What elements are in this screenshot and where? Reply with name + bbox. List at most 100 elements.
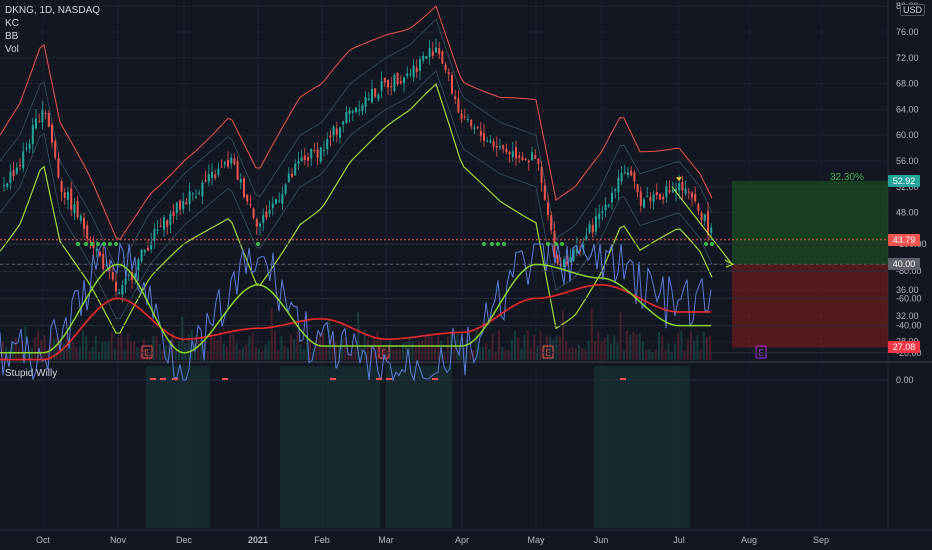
candle-body [124, 278, 127, 285]
volume-bar [677, 332, 680, 360]
price-tick-4: 64.00 [896, 104, 919, 114]
volume-bar [130, 341, 132, 360]
candle-body [294, 163, 297, 176]
candle-body [265, 211, 268, 218]
time-tick-1: Nov [110, 535, 127, 545]
indicator-vol-label[interactable]: Vol [5, 44, 19, 55]
volume-bar [267, 341, 270, 360]
candle-body [636, 184, 639, 193]
volume-bar [139, 348, 142, 360]
candle-body [668, 189, 671, 192]
volume-bar [654, 349, 657, 360]
candle-body [585, 235, 588, 239]
candle-body [422, 55, 425, 61]
stupid-willy-pane [0, 242, 888, 528]
volume-bar [197, 339, 200, 360]
indicator-bb-label[interactable]: BB [5, 31, 19, 42]
candle-body [9, 171, 12, 183]
candle-body [63, 192, 66, 198]
willy-overbought-tick [386, 378, 392, 380]
candle-body [140, 249, 143, 262]
volume-bar [82, 330, 84, 360]
willy-oversold-dot [560, 242, 564, 246]
volume-bar [27, 349, 30, 360]
candle-body [31, 124, 34, 145]
last-price-badge: 43.79 [888, 234, 920, 246]
candle-body [479, 130, 482, 136]
volume-bar [699, 349, 702, 360]
candle-body [185, 202, 188, 205]
volume-bar [562, 309, 564, 360]
candle-body [511, 151, 514, 158]
candle-body [214, 174, 217, 178]
volume-bar [430, 335, 433, 360]
volume-bar [306, 335, 308, 360]
volume-bar [216, 340, 219, 360]
candle-body [217, 168, 220, 175]
candle-body [278, 200, 281, 202]
volume-bar [142, 338, 145, 360]
candle-body [556, 255, 559, 264]
volume-bar [2, 341, 4, 360]
stop-price-badge: 27.08 [888, 341, 920, 353]
time-tick-5: Mar [378, 535, 394, 545]
volume-bar [184, 342, 187, 360]
volume-bar [277, 350, 280, 360]
candle-body [28, 143, 31, 149]
candle-body [377, 94, 380, 100]
candle-body [582, 242, 585, 250]
candle-body [236, 161, 239, 180]
sub-pane-title[interactable]: Stupid Willy [5, 368, 58, 379]
candle-body [198, 192, 201, 194]
candle-body [57, 158, 60, 178]
currency-button[interactable]: USD [900, 4, 926, 16]
volume-bar [50, 332, 52, 360]
candle-body [623, 172, 626, 174]
candle-body [195, 196, 197, 198]
candle-body [166, 220, 169, 227]
candle-body [470, 119, 473, 127]
volume-bar [501, 347, 504, 360]
candle-body [601, 211, 604, 214]
trend-arrow-line [671, 186, 733, 265]
volume-bar [75, 346, 78, 360]
volume-bar [117, 337, 120, 360]
willy-overbought-tick [330, 378, 336, 380]
candle-body [575, 246, 578, 254]
candle-body [467, 118, 469, 120]
candle-body [246, 194, 249, 202]
time-tick-6: Apr [455, 535, 469, 545]
time-tick-7: May [527, 535, 545, 545]
candle-body [230, 157, 233, 164]
bb-lower-line [0, 82, 713, 334]
earnings-marker [542, 345, 554, 359]
volume-bar [56, 337, 59, 360]
candle-body [54, 141, 57, 158]
symbol-title[interactable]: DKNG, 1D, NASDAQ [5, 5, 101, 16]
time-tick-9: Jul [673, 535, 685, 545]
volume-bar [597, 331, 600, 360]
volume-bar [590, 308, 593, 360]
willy-slow-line [0, 284, 711, 361]
willy-oversold-dot [496, 242, 500, 246]
volume-bar [395, 348, 398, 360]
volume-bar [88, 351, 91, 360]
volume-bar [146, 349, 148, 360]
volume-bar [152, 335, 155, 360]
candle-body [441, 51, 444, 64]
price-tick-5: 60.00 [896, 130, 919, 140]
candle-body [639, 191, 642, 206]
volume-bar [530, 348, 532, 360]
volume-bar [274, 331, 276, 360]
candle-body [374, 88, 377, 97]
time-tick-2: Dec [176, 535, 193, 545]
indicator-kc-label[interactable]: KC [5, 18, 19, 29]
volume-bar [11, 342, 14, 360]
candle-body [207, 174, 210, 182]
volume-bar [210, 330, 212, 360]
candle-body [70, 188, 73, 210]
candle-body [607, 205, 610, 207]
candle-body [473, 127, 476, 129]
candle-body [223, 162, 226, 165]
